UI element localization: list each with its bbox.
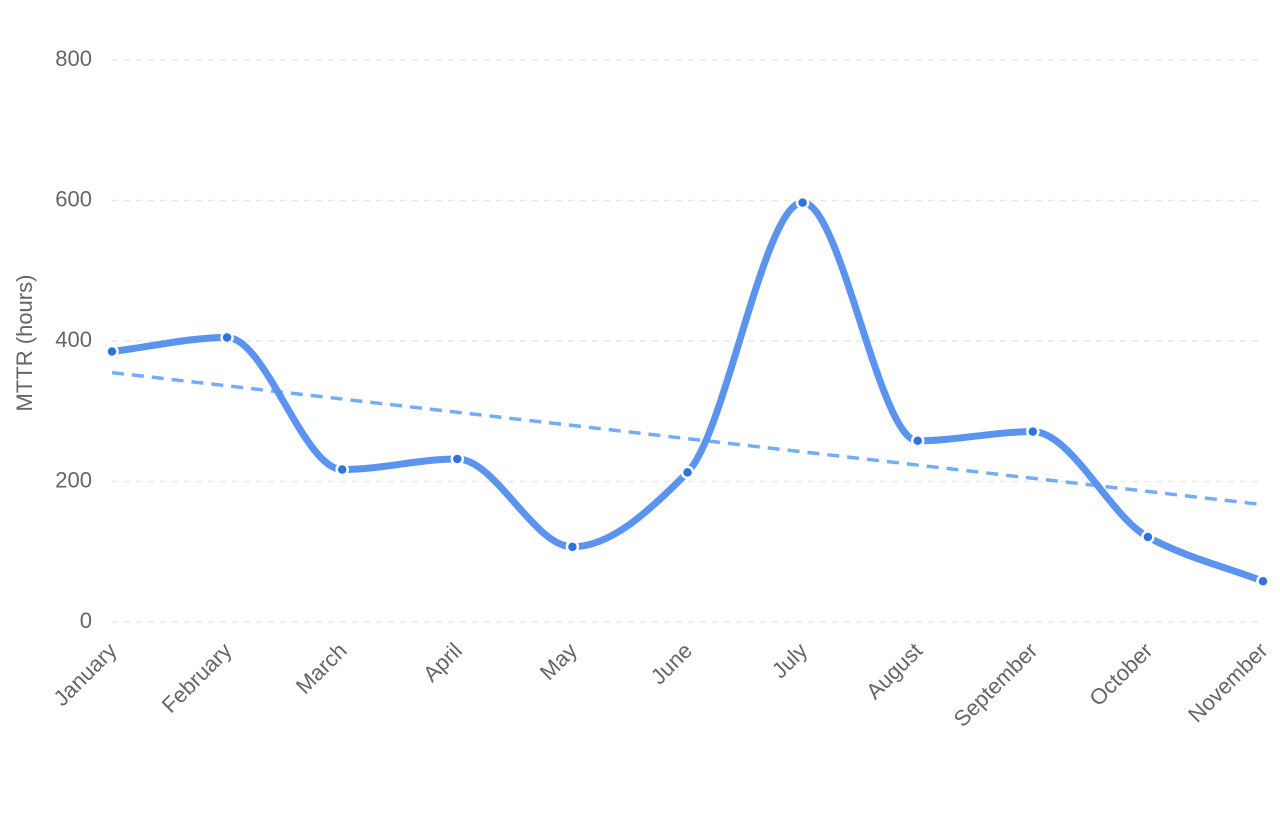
data-point-september bbox=[1026, 424, 1040, 439]
x-tick-label: July bbox=[767, 638, 812, 683]
data-point-april bbox=[450, 452, 465, 466]
series-layer bbox=[108, 199, 1267, 585]
data-point-june bbox=[680, 465, 695, 480]
y-tick-label: 0 bbox=[80, 608, 92, 633]
x-tick-label: April bbox=[418, 638, 467, 687]
x-tick-label: March bbox=[291, 638, 352, 699]
series-line bbox=[108, 199, 1267, 585]
y-tick-label: 800 bbox=[55, 46, 92, 71]
y-tick-label: 600 bbox=[55, 186, 92, 211]
x-tick-label: November bbox=[1183, 638, 1272, 727]
data-points bbox=[105, 195, 1270, 589]
trendline-layer bbox=[111, 370, 1264, 507]
data-point-november bbox=[1256, 574, 1270, 589]
x-tick-label: September bbox=[949, 638, 1043, 732]
x-tick-label: August bbox=[861, 638, 927, 704]
y-axis-ticks: 0 200 400 600 800 bbox=[55, 46, 92, 633]
x-tick-label: January bbox=[49, 638, 122, 711]
x-tick-label: May bbox=[535, 638, 582, 685]
grid-layer bbox=[112, 59, 1263, 623]
y-tick-label: 200 bbox=[55, 467, 92, 492]
y-tick-label: 400 bbox=[55, 327, 92, 352]
x-tick-label: October bbox=[1084, 638, 1157, 711]
data-point-october bbox=[1141, 530, 1155, 544]
data-point-august bbox=[910, 434, 925, 448]
y-axis-title: MTTR (hours) bbox=[12, 275, 37, 412]
data-point-february bbox=[220, 330, 234, 345]
data-point-january bbox=[105, 344, 119, 359]
data-point-march bbox=[335, 462, 349, 477]
x-tick-label: June bbox=[646, 638, 697, 689]
trendline bbox=[111, 370, 1264, 507]
data-point-may bbox=[565, 540, 580, 554]
x-tick-label: February bbox=[157, 638, 237, 718]
data-point-july bbox=[795, 195, 810, 210]
x-axis-ticks: January February March April May June July Augu… bbox=[49, 638, 1273, 732]
